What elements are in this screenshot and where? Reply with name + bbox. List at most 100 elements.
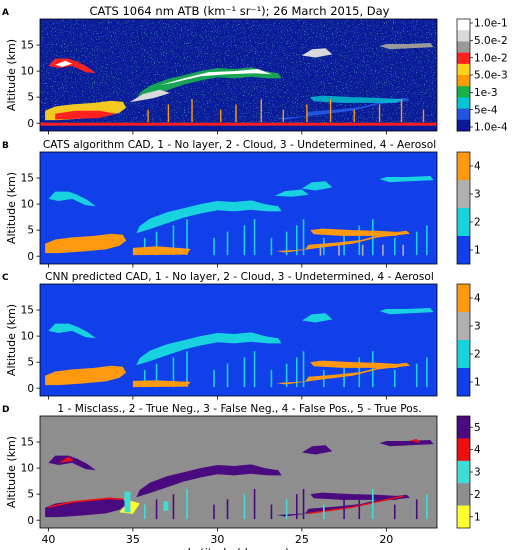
- atb-mid-layer: [310, 95, 404, 103]
- colorbar-segment: [457, 460, 470, 484]
- colorbar-segment: [457, 483, 470, 506]
- colorbar-segment: [457, 30, 470, 42]
- surface-band: [40, 258, 437, 264]
- truepos-cloud-west: [48, 455, 96, 471]
- colorbar-segment: [457, 438, 470, 462]
- aerosol-layer-mid: [310, 228, 404, 236]
- x-tick-label: 20: [379, 533, 393, 546]
- colorbar-tick-label: 2: [474, 217, 481, 229]
- truepos-mid-layer: [310, 492, 404, 500]
- y-axis-label: Altitude (km): [5, 39, 18, 111]
- aerosol-layer-low: [132, 380, 191, 388]
- y-tick-label: 15: [21, 40, 34, 52]
- colorbar-segment: [457, 284, 470, 313]
- y-tick-label: 15: [21, 437, 34, 449]
- colorbar-c: 4 3 2 1: [456, 283, 481, 397]
- y-tick-label: 5: [27, 489, 34, 501]
- colorbar-tick-label: 3: [474, 321, 481, 333]
- y-tick-label: 10: [21, 66, 34, 78]
- colorbar-tick-label: 1: [474, 377, 481, 389]
- below-surface: [40, 125, 437, 131]
- colorbar-segment: [457, 75, 470, 87]
- colorbar-tick-label: 5.0e-2: [474, 35, 508, 47]
- aerosol-layer-west: [45, 365, 127, 386]
- atb-aerosol-east: [276, 97, 410, 120]
- falseneg-patch: [163, 501, 169, 511]
- colorbar-segment: [457, 119, 470, 132]
- panel-b: [40, 152, 437, 264]
- atb-cloud-east: [301, 48, 333, 58]
- colorbar-segment: [457, 152, 470, 181]
- colorbar-tick-label: 1: [474, 511, 481, 523]
- panel-letter: A: [2, 8, 9, 18]
- colorbar-segment: [457, 63, 470, 76]
- colorbar-tick-label: 5e-4: [474, 104, 498, 116]
- chart-title: 1 - Misclass., 2 - True Neg., 3 - False …: [57, 403, 421, 415]
- colorbar-segment: [457, 312, 470, 341]
- y-axis-label: Altitude (km): [5, 436, 18, 508]
- cloud-layer-east: [301, 181, 333, 191]
- truepos-cloud-east: [301, 445, 333, 455]
- colorbar-segment: [457, 97, 470, 109]
- y-tick-label: 10: [21, 463, 34, 475]
- falsepos-far-east: [410, 438, 421, 444]
- atb-cirrus-core: [159, 69, 272, 86]
- aerosol-layer-east: [276, 362, 410, 385]
- panel-d: [40, 416, 437, 528]
- cloud-layer-cirrus: [136, 332, 282, 366]
- colorbar-segment: [457, 208, 470, 237]
- colorbar-segment: [457, 52, 470, 65]
- colorbar-frame: [456, 151, 471, 265]
- colorbar-tick-label: 1e-3: [474, 87, 498, 99]
- colorbar-a: 1.0e-1 5.0e-2 1.0e-2 5.0e-3 1e-3 5e-4 1.0e-4: [456, 18, 508, 134]
- colorbar-tick-label: 3: [474, 467, 481, 479]
- x-tick-label: 30: [210, 533, 224, 546]
- falseneg-patch: [124, 491, 131, 513]
- panel-c: [40, 284, 437, 396]
- y-axis-label: Altitude (km): [5, 172, 18, 244]
- surface-band: [40, 522, 437, 528]
- y-tick-label: 15: [21, 305, 34, 317]
- falsepos-west: [58, 456, 74, 463]
- panel-letter: D: [2, 405, 9, 415]
- colorbar-tick-label: 2: [474, 489, 481, 501]
- colorbar-tick-label: 1.0e-2: [474, 52, 508, 64]
- truepos-cloud-far-east: [379, 440, 434, 447]
- cloud-layer-east-b: [274, 189, 309, 197]
- y-tick-label: 0: [27, 118, 34, 130]
- x-tick-label: 25: [295, 533, 309, 546]
- atb-cloud-west: [48, 58, 96, 74]
- atb-cloud-west-core: [55, 60, 73, 67]
- colorbar-tick-label: 2: [474, 349, 481, 361]
- colorbar-tick-label: 1.0e-4: [474, 122, 508, 134]
- chart-title: CATS 1064 nm ATB (km⁻¹ sr⁻¹); 26 March 2…: [90, 4, 390, 18]
- plot-frame: [39, 415, 438, 529]
- x-tick-label: 35: [126, 533, 140, 546]
- atb-cirrus-lower: [129, 89, 171, 103]
- colorbar-frame: [456, 283, 471, 397]
- x-axis-label: Latitude (degrees): [188, 546, 290, 550]
- colorbar-segment: [457, 505, 470, 529]
- colorbar-tick-label: 4: [474, 444, 481, 456]
- colorbar-tick-label: 4: [474, 161, 481, 173]
- y-axis-label: Altitude (km): [5, 304, 18, 376]
- surface-band: [40, 390, 437, 396]
- y-tick-label: 10: [21, 199, 34, 211]
- colorbar-segment: [457, 180, 470, 209]
- panel-letter: C: [2, 273, 9, 283]
- cloud-layer-far-east: [379, 176, 434, 183]
- y-tick-label: 5: [27, 357, 34, 369]
- y-tick-label: 5: [27, 92, 34, 104]
- aerosol-layer-west: [45, 233, 127, 254]
- atb-cloud-far-east: [379, 43, 434, 50]
- colorbar-segment: [457, 340, 470, 369]
- colorbar-tick-label: 1: [474, 245, 481, 257]
- surface-return: [40, 122, 437, 126]
- x-tick-label: 40: [41, 533, 55, 546]
- y-tick-label: 0: [27, 515, 34, 527]
- chart-title: CNN predicted CAD, 1 - No layer, 2 - Clo…: [45, 271, 434, 283]
